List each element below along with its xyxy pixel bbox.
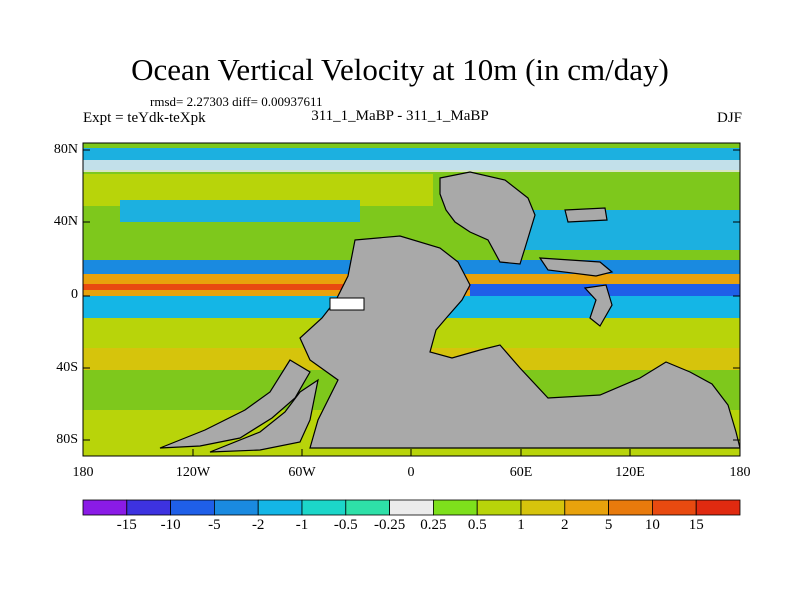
colorbar-label: 2 <box>561 517 569 533</box>
colorbar-label: -15 <box>116 517 137 533</box>
land-main-continent <box>299 235 740 449</box>
colorbar-label: -0.5 <box>333 517 358 533</box>
lon-label-180e: 180 <box>729 465 751 480</box>
colorbar-label: -2 <box>251 517 265 533</box>
colorbar <box>82 499 741 516</box>
colorbar-swatch <box>257 499 303 516</box>
land-small-island-ne <box>564 207 608 223</box>
ocean-band-arctic-neutral <box>83 160 740 172</box>
lon-label-60w: 60W <box>288 465 316 480</box>
lat-label-0: 0 <box>71 287 78 302</box>
colorbar-swatch <box>389 499 434 516</box>
colorbar-label: -0.25 <box>373 517 406 533</box>
colorbar-label: 10 <box>644 517 660 533</box>
colorbar-label: 0.25 <box>420 517 447 533</box>
colorbar-label: 1 <box>517 517 525 533</box>
colorbar-swatch <box>345 499 390 516</box>
colorbar-label: -1 <box>295 517 309 533</box>
inland-sea-1 <box>329 297 365 311</box>
season-label: DJF <box>716 110 742 126</box>
land-sw-arm <box>209 378 319 453</box>
colorbar-swatch <box>301 499 347 516</box>
colorbar-swatch <box>170 499 215 516</box>
colorbar-label: -5 <box>208 517 221 533</box>
colorbar-swatch <box>82 499 128 516</box>
land-northern-block <box>439 171 536 265</box>
lat-label-80s: 80S <box>56 432 78 447</box>
colorbar-label: 0.5 <box>467 517 487 533</box>
colorbar-label: 5 <box>604 517 613 533</box>
lon-label-120w: 120W <box>175 465 211 480</box>
land-west-arm <box>159 359 311 449</box>
chart-title: Ocean Vertical Velocity at 10m (in cm/da… <box>131 52 669 87</box>
lon-label-180w: 180 <box>72 465 94 480</box>
axis-ticks <box>82 149 741 456</box>
lat-label-80n: 80N <box>53 142 78 157</box>
colorbar-swatch <box>520 499 566 516</box>
colorbar-swatch <box>476 499 522 516</box>
colorbar-label: 15 <box>688 517 704 533</box>
colorbar-label: -10 <box>160 517 181 533</box>
colorbar-swatch <box>213 499 259 516</box>
period-label: 311_1_MaBP - 311_1_MaBP <box>311 108 489 124</box>
stats-line: rmsd= 2.27303 diff= 0.00937611 <box>150 94 323 109</box>
land-east-island <box>583 284 613 327</box>
land-strip-east <box>538 257 614 277</box>
colorbar-swatch <box>126 499 172 516</box>
colorbar-swatch <box>652 499 697 516</box>
colorbar-swatch <box>608 499 653 516</box>
lat-label-40s: 40S <box>56 360 78 375</box>
ocean-field <box>83 143 740 456</box>
lon-label-120e: 120E <box>615 465 645 480</box>
colorbar-swatch <box>695 499 741 516</box>
land-masses <box>159 171 740 453</box>
colorbar-swatch <box>432 499 478 516</box>
ocean-band-north-east <box>520 210 740 250</box>
experiment-label: Expt = teYdk-teXpk <box>83 110 206 126</box>
lon-label-60e: 60E <box>509 465 533 480</box>
lat-label-40n: 40N <box>53 214 78 229</box>
ocean-band-north-pacific-upwelling <box>120 200 360 222</box>
colorbar-swatch <box>564 499 609 516</box>
lon-label-0: 0 <box>407 465 415 480</box>
